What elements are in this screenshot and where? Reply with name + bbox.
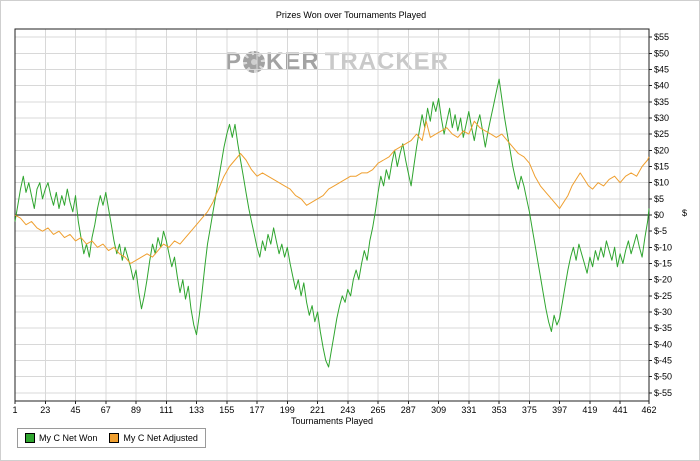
svg-text:419: 419	[582, 405, 597, 415]
svg-text:199: 199	[280, 405, 295, 415]
svg-text:1: 1	[12, 405, 17, 415]
svg-text:89: 89	[131, 405, 141, 415]
svg-text:$45: $45	[654, 64, 669, 74]
legend-item-net-won: My C Net Won	[25, 433, 97, 443]
svg-text:23: 23	[40, 405, 50, 415]
svg-text:397: 397	[552, 405, 567, 415]
svg-text:$-25: $-25	[654, 291, 672, 301]
watermark-text-tracker: TRACKER	[324, 48, 450, 75]
svg-text:155: 155	[219, 405, 234, 415]
svg-text:$-20: $-20	[654, 275, 672, 285]
svg-text:221: 221	[310, 405, 325, 415]
svg-text:$-55: $-55	[654, 388, 672, 398]
svg-text:$-50: $-50	[654, 372, 672, 382]
chart-title: Prizes Won over Tournaments Played	[275, 10, 427, 20]
svg-text:111: 111	[159, 405, 173, 415]
y-axis-title: $	[682, 208, 688, 218]
watermark-text-p: P	[225, 48, 243, 75]
svg-text:375: 375	[522, 405, 537, 415]
svg-text:133: 133	[189, 405, 204, 415]
svg-text:$20: $20	[654, 145, 669, 155]
pokertracker-watermark: P KER TRACKER	[225, 48, 449, 76]
svg-text:265: 265	[371, 405, 386, 415]
svg-text:$-45: $-45	[654, 356, 672, 366]
svg-text:309: 309	[431, 405, 446, 415]
legend-swatch-net-won	[25, 433, 35, 443]
svg-text:$5: $5	[654, 194, 664, 204]
svg-text:331: 331	[461, 405, 476, 415]
svg-text:$55: $55	[654, 32, 669, 42]
svg-text:$-15: $-15	[654, 259, 672, 269]
svg-text:$0: $0	[654, 210, 664, 220]
x-axis-title: Tournaments Played	[290, 416, 374, 426]
svg-text:$10: $10	[654, 178, 669, 188]
svg-text:$-40: $-40	[654, 339, 672, 349]
svg-text:441: 441	[613, 405, 628, 415]
svg-text:287: 287	[401, 405, 416, 415]
svg-text:$40: $40	[654, 81, 669, 91]
svg-text:177: 177	[250, 405, 265, 415]
svg-text:$-35: $-35	[654, 323, 672, 333]
svg-text:$-30: $-30	[654, 307, 672, 317]
legend-item-net-adjusted: My C Net Adjusted	[109, 433, 198, 443]
legend: My C Net Won My C Net Adjusted	[17, 428, 206, 448]
svg-text:353: 353	[492, 405, 507, 415]
svg-text:45: 45	[71, 405, 81, 415]
svg-text:$-5: $-5	[654, 226, 667, 236]
svg-text:$30: $30	[654, 113, 669, 123]
svg-text:$25: $25	[654, 129, 669, 139]
svg-text:$35: $35	[654, 97, 669, 107]
svg-text:$15: $15	[654, 161, 669, 171]
svg-text:67: 67	[101, 405, 111, 415]
svg-text:243: 243	[340, 405, 355, 415]
legend-label-net-adjusted: My C Net Adjusted	[123, 433, 198, 443]
svg-text:462: 462	[641, 405, 656, 415]
legend-swatch-net-adjusted	[109, 433, 120, 443]
legend-label-net-won: My C Net Won	[39, 433, 98, 443]
svg-text:$50: $50	[654, 48, 669, 58]
svg-text:$-10: $-10	[654, 242, 672, 252]
watermark-text-ker: KER	[266, 48, 320, 75]
